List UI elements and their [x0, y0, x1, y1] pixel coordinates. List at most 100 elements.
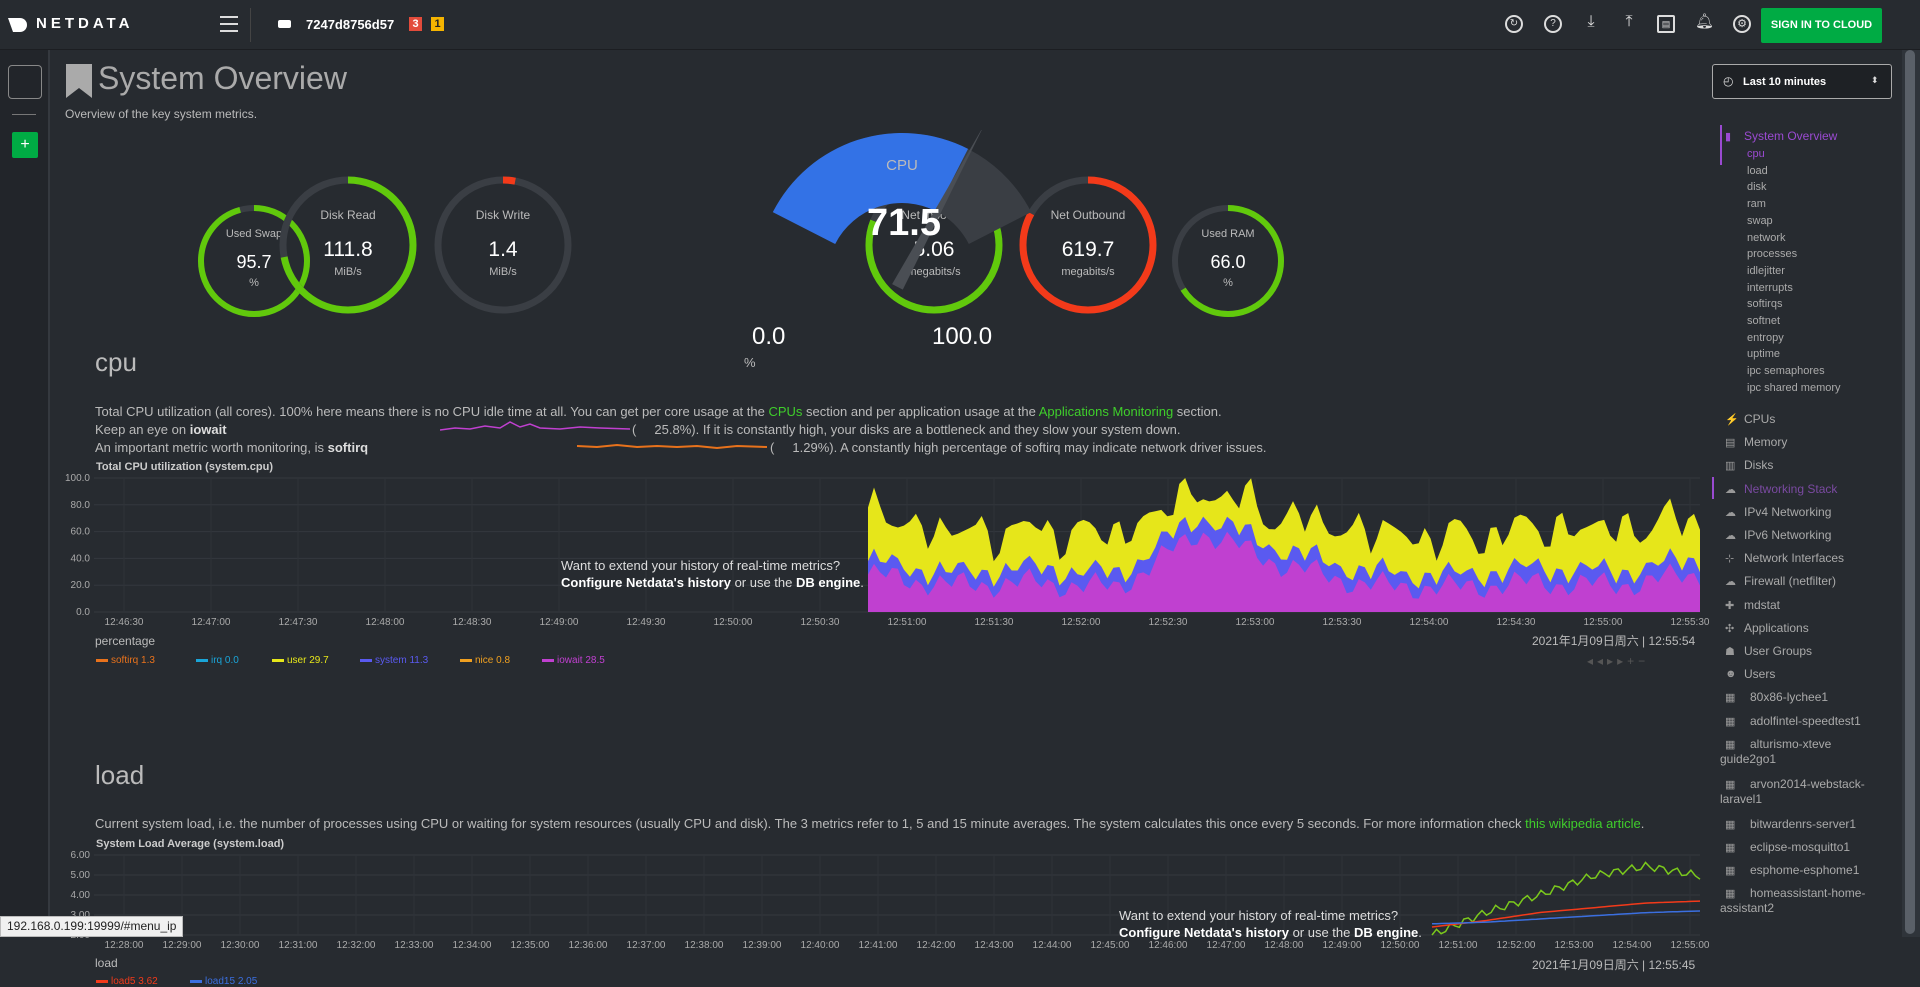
x-tick-label: 12:39:00 [743, 940, 782, 951]
sidebar-icon-container: ▦ [1725, 715, 1736, 728]
sidebar-item-ipv4-networking[interactable]: IPv4 Networking [1744, 504, 1832, 519]
legend-value: 3.62 [138, 976, 158, 987]
sidebar-item-user-groups[interactable]: User Groups [1744, 644, 1813, 658]
critical-alarms-badge[interactable]: 3 [409, 17, 422, 31]
wikipedia-link[interactable]: this wikipedia article [1525, 816, 1641, 831]
divider [250, 8, 251, 42]
sidebar-item-network-interfaces[interactable]: Network Interfaces [1744, 551, 1845, 566]
menu-icon[interactable] [220, 16, 238, 37]
applications-link[interactable]: Applications Monitoring [1038, 404, 1174, 419]
gauge-disk-read[interactable]: Disk Read 111.8 MiB/s [276, 173, 420, 317]
netdata-logo[interactable]: NETDATA [8, 15, 133, 32]
load-chart[interactable]: 6.005.004.003.002.0012:28:0012:29:0012:3… [52, 845, 1712, 955]
sidebar-sub-uptime[interactable]: uptime [1747, 348, 1781, 361]
sidebar-icon-memory: ▤ [1725, 437, 1736, 450]
upload-icon[interactable]: ⤒ [1625, 13, 1633, 30]
sidebar-item-firewall-netfilter-[interactable]: Firewall (netfilter) [1744, 574, 1837, 589]
add-space-button[interactable]: + [12, 132, 38, 158]
sidebar-sub-softirqs[interactable]: softirqs [1747, 298, 1783, 311]
sidebar-item-homeassistant-home-assistant2[interactable]: homeassistant-home-assistant2 [1720, 886, 1866, 916]
sidebar-sub-network[interactable]: network [1747, 231, 1786, 244]
sidebar-item-users[interactable]: Users [1744, 667, 1776, 682]
sync-icon[interactable]: ↻ [1505, 15, 1523, 33]
x-tick-label: 12:28:00 [105, 940, 144, 951]
alarm-bell-icon[interactable]: 🔔︎ [1695, 13, 1715, 30]
legend-value: 2.05 [237, 976, 258, 987]
sidebar-item-adolfintel-speedtest1[interactable]: adolfintel-speedtest1 [1750, 713, 1861, 728]
cpus-link[interactable]: CPUs [768, 404, 803, 419]
legend-name: load15 [205, 976, 236, 987]
sidebar-sub-swap[interactable]: swap [1747, 214, 1773, 227]
sidebar-item-applications[interactable]: Applications [1744, 620, 1809, 635]
x-tick-label: 12:54:30 [1497, 617, 1536, 628]
sidebar-sub-processes[interactable]: processes [1747, 248, 1798, 261]
sidebar-sub-ipc-shared-memory[interactable]: ipc shared memory [1747, 381, 1841, 394]
legend-item-iowait[interactable]: iowait 28.5 [542, 655, 605, 666]
x-tick-label: 12:50:00 [714, 617, 753, 628]
sidebar-item-esphome-esphome1[interactable]: esphome-esphome1 [1750, 863, 1860, 878]
cpu-chart[interactable]: 100.0 80.0 60.0 40.0 20.0 0.0 12:46:30 12:47:00… [52, 470, 1712, 665]
sidebar-item-networking-stack[interactable]: Networking Stack [1744, 481, 1838, 496]
sidebar-item-eclipse-mosquitto1[interactable]: eclipse-mosquitto1 [1750, 840, 1851, 854]
x-tick-label: 12:43:00 [975, 940, 1014, 951]
gauge-disk-write[interactable]: Disk Write 1.4 MiB/s [431, 173, 575, 317]
cpu-gauge[interactable]: CPU 71.5 0.0 100.0% [732, 130, 1072, 370]
sidebar-sub-softnet[interactable]: softnet [1747, 315, 1781, 327]
gauge-used-ram[interactable]: Used RAM 66.0% [1169, 202, 1287, 320]
sidebar-sub-entropy[interactable]: entropy [1747, 331, 1784, 344]
history-link[interactable]: history [1245, 925, 1289, 940]
help-icon[interactable]: ? [1544, 15, 1562, 33]
sidebar-item-cpus[interactable]: CPUs [1744, 412, 1776, 426]
sidebar-icon-ipv4-networking: ☁ [1725, 506, 1736, 519]
sidebar-item-ipv6-networking[interactable]: IPv6 Networking [1744, 528, 1832, 542]
scrollbar-thumb[interactable] [1905, 50, 1915, 934]
sidebar-item-disks[interactable]: Disks [1744, 458, 1774, 473]
sign-in-button[interactable]: SIGN IN TO CLOUD [1761, 8, 1882, 43]
legend-item-irq[interactable]: irq 0.0 [196, 655, 239, 666]
hint-text: ). If it is constantly high, your disks … [691, 422, 1181, 437]
sidebar-item-80x86-lychee1[interactable]: 80x86-lychee1 [1750, 690, 1829, 705]
x-tick-label: 12:41:00 [859, 940, 898, 951]
db-engine-link[interactable]: DB engine [796, 575, 861, 590]
gauge-used-swap[interactable]: Used Swap 95.7% [195, 202, 313, 320]
sidebar-item-alturismo-xteve-guide2go1[interactable]: alturismo-xteve guide2go1 [1720, 736, 1832, 766]
x-tick-label: 12:35:00 [511, 940, 550, 951]
area-iowait [868, 531, 1700, 612]
legend-item-user[interactable]: user 29.7 [272, 655, 329, 666]
sidebar-sub-idlejitter[interactable]: idlejitter [1747, 264, 1785, 277]
sidebar-item-mdstat[interactable]: mdstat [1744, 597, 1781, 612]
sidebar-sub-cpu[interactable]: cpu [1747, 148, 1765, 160]
x-tick-label: 12:31:00 [279, 940, 318, 951]
sidebar-item-system-overview[interactable]: System Overview [1744, 129, 1838, 143]
legend-item-nice[interactable]: nice 0.8 [460, 655, 510, 666]
gauge-fill [198, 205, 310, 317]
sidebar-sub-load[interactable]: load [1747, 164, 1768, 177]
legend-item-load5[interactable]: load5 3.62 [96, 976, 158, 987]
sidebar-sub-interrupts[interactable]: interrupts [1747, 281, 1793, 294]
sidebar-item-memory[interactable]: Memory [1744, 435, 1788, 450]
space-selector[interactable] [8, 65, 42, 99]
sidebar-sub-ipc-semaphores[interactable]: ipc semaphores [1747, 365, 1825, 378]
legend-item-load15[interactable]: load15 2.05 [190, 976, 257, 987]
chart-toolbox-icons[interactable]: ◂◂▸▸+− [1587, 654, 1650, 668]
print-icon[interactable]: ▤ [1657, 15, 1675, 33]
sidebar-sub-disk[interactable]: disk [1747, 181, 1767, 194]
db-engine-link[interactable]: DB engine [1354, 925, 1419, 940]
legend-item-softirq[interactable]: softirq 1.3 [96, 655, 155, 666]
time-range-picker[interactable]: ◴ Last 10 minutes ⬍ [1712, 64, 1892, 99]
legend-swatch [96, 658, 108, 662]
warning-alarms-badge[interactable]: 1 [431, 17, 444, 31]
settings-gear-icon[interactable]: ⚙ [1733, 15, 1751, 33]
sidebar-item-bitwardenrs-server1[interactable]: bitwardenrs-server1 [1750, 816, 1857, 831]
legend-item-system[interactable]: system 11.3 [360, 655, 428, 666]
sidebar-sub-ram[interactable]: ram [1747, 198, 1766, 211]
download-icon[interactable]: ⤓ [1587, 13, 1595, 30]
gauge-net-outbound[interactable]: Net Outbound 619.7 megabits/s [1016, 173, 1160, 317]
sidebar-item-arvon2014-webstack-laravel1[interactable]: arvon2014-webstack-laravel1 [1720, 776, 1865, 806]
x-tick-label: 12:44:00 [1033, 940, 1072, 951]
hostname[interactable]: 7247d8756d57 [306, 17, 395, 32]
history-link[interactable]: history [687, 575, 731, 590]
legend-name: load5 [111, 976, 136, 987]
gauge-ring [434, 176, 572, 314]
gauge-unit: % [249, 277, 259, 289]
